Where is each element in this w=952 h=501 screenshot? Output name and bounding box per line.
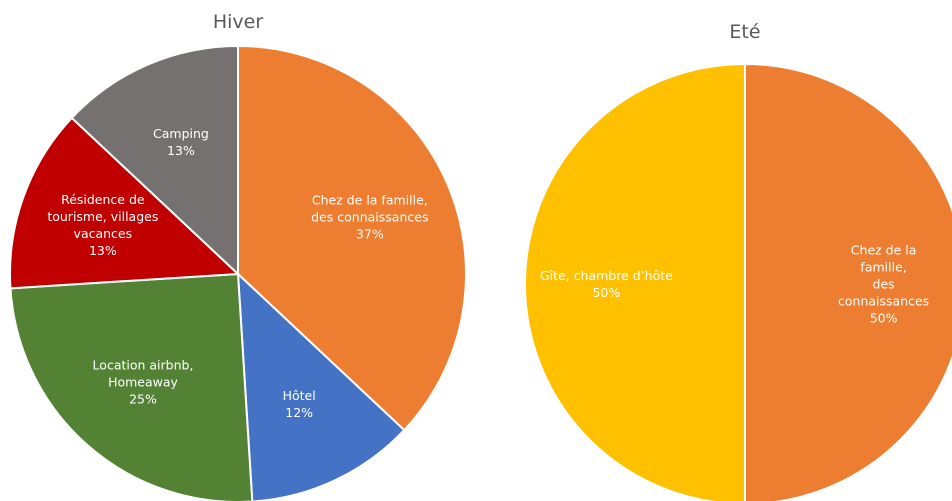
chart-title: Eté <box>729 21 761 43</box>
pie-slice <box>70 44 239 277</box>
slice-percent: 50% <box>869 310 898 326</box>
chart-title: Hiver <box>212 11 264 33</box>
pie-slice <box>236 271 406 501</box>
slice-label: Location airbnb, Homeaway 25% <box>93 356 194 407</box>
slice-percent: 13% <box>88 243 117 259</box>
slice-percent: 13% <box>167 143 195 159</box>
slice-percent: 37% <box>355 226 384 242</box>
slice-category: Résidence de tourisme, villages vacances <box>47 192 159 242</box>
slice-label: Camping 13% <box>153 125 209 159</box>
slice-label: Hôtel 12% <box>283 387 316 421</box>
slice-category: Camping <box>153 126 209 142</box>
slice-category: Gîte, chambre d’hôte <box>539 268 673 283</box>
slice-category: Chez de la famille, des connaissances <box>838 242 930 309</box>
pie-slice <box>9 116 241 290</box>
slice-label: Chez de la famille, des connaissances 37% <box>311 191 428 242</box>
pie-slice <box>524 62 746 501</box>
slice-category: Location airbnb, Homeaway <box>92 357 194 390</box>
slice-percent: 50% <box>592 285 621 300</box>
slice-label: Chez de la famille, des connaissances 50% <box>838 242 929 327</box>
pie-slice <box>9 272 254 501</box>
slice-percent: 12% <box>285 404 314 420</box>
pie-slice <box>237 44 467 432</box>
slice-percent: 25% <box>129 391 157 407</box>
slice-category: Hôtel <box>282 387 316 403</box>
slice-label: Résidence de tourisme, villages vacances… <box>47 191 158 259</box>
pie-slice <box>744 62 952 501</box>
slice-category: Chez de la famille, des connaissances <box>311 192 429 225</box>
slice-label: Gîte, chambre d’hôte 50% <box>540 267 673 301</box>
